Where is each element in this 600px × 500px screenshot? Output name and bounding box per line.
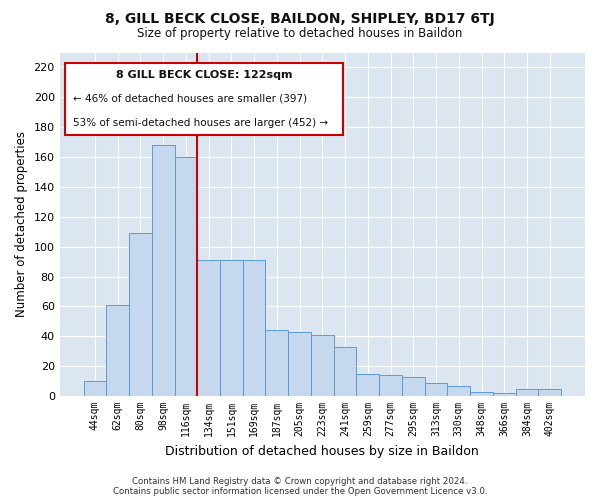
Bar	[106, 305, 129, 396]
Bar	[311, 335, 334, 396]
Bar	[334, 347, 356, 396]
Bar	[402, 376, 425, 396]
Bar	[175, 157, 197, 396]
Text: 53% of semi-detached houses are larger (452) →: 53% of semi-detached houses are larger (…	[73, 118, 328, 128]
Bar	[515, 388, 538, 396]
X-axis label: Distribution of detached houses by size in Baildon: Distribution of detached houses by size …	[166, 444, 479, 458]
Y-axis label: Number of detached properties: Number of detached properties	[15, 132, 28, 318]
Bar	[379, 375, 402, 396]
Text: 8 GILL BECK CLOSE: 122sqm: 8 GILL BECK CLOSE: 122sqm	[116, 70, 292, 80]
Text: Contains public sector information licensed under the Open Government Licence v3: Contains public sector information licen…	[113, 487, 487, 496]
Text: Size of property relative to detached houses in Baildon: Size of property relative to detached ho…	[137, 28, 463, 40]
Bar	[83, 381, 106, 396]
Bar	[220, 260, 243, 396]
Bar	[425, 382, 448, 396]
Bar	[243, 260, 265, 396]
Bar	[470, 392, 493, 396]
Text: ← 46% of detached houses are smaller (397): ← 46% of detached houses are smaller (39…	[73, 94, 307, 104]
Bar	[265, 330, 288, 396]
FancyBboxPatch shape	[65, 63, 343, 135]
Bar	[538, 388, 561, 396]
Text: 8, GILL BECK CLOSE, BAILDON, SHIPLEY, BD17 6TJ: 8, GILL BECK CLOSE, BAILDON, SHIPLEY, BD…	[105, 12, 495, 26]
Bar	[197, 260, 220, 396]
Bar	[288, 332, 311, 396]
Bar	[129, 233, 152, 396]
Bar	[448, 386, 470, 396]
Bar	[493, 393, 515, 396]
Text: Contains HM Land Registry data © Crown copyright and database right 2024.: Contains HM Land Registry data © Crown c…	[132, 477, 468, 486]
Bar	[356, 374, 379, 396]
Bar	[152, 145, 175, 396]
